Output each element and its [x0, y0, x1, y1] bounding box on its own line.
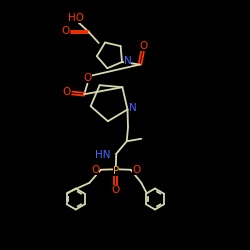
Text: O: O — [91, 165, 100, 175]
Text: O: O — [112, 185, 120, 195]
Text: HO: HO — [68, 12, 84, 22]
Text: O: O — [132, 165, 140, 175]
Text: O: O — [140, 41, 148, 51]
Text: O: O — [84, 73, 92, 83]
Text: N: N — [124, 56, 132, 66]
Text: O: O — [62, 26, 70, 36]
Text: P: P — [113, 166, 119, 176]
Text: O: O — [62, 87, 71, 97]
Text: N: N — [129, 103, 137, 113]
Text: HN: HN — [95, 150, 111, 160]
